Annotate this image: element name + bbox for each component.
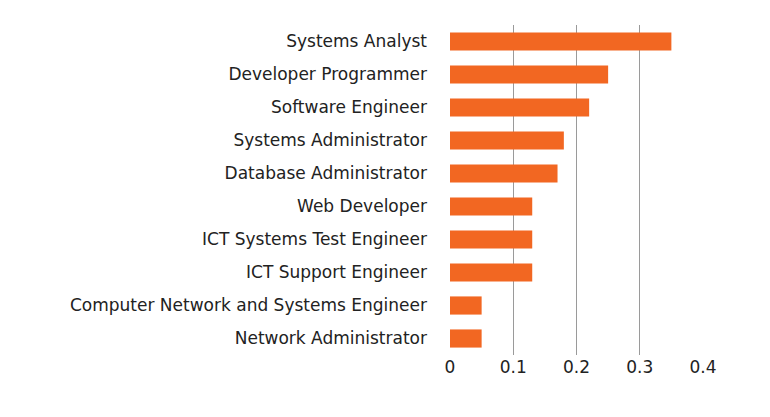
svg-text:Systems Administrator: Systems Administrator [233, 130, 427, 150]
svg-text:Database Administrator: Database Administrator [225, 163, 427, 183]
svg-text:Network Administrator: Network Administrator [235, 328, 427, 348]
svg-text:0.2: 0.2 [563, 357, 590, 377]
svg-text:0.1: 0.1 [500, 357, 527, 377]
svg-text:0.4: 0.4 [689, 357, 716, 377]
svg-text:0.3: 0.3 [626, 357, 653, 377]
svg-text:Developer Programmer: Developer Programmer [228, 64, 427, 84]
svg-text:Software Engineer: Software Engineer [271, 97, 427, 117]
svg-text:ICT Systems Test Engineer: ICT Systems Test Engineer [202, 229, 427, 249]
svg-text:Computer Network and Systems E: Computer Network and Systems Engineer [70, 295, 427, 315]
svg-text:Systems Analyst: Systems Analyst [286, 31, 427, 51]
svg-text:Web Developer: Web Developer [297, 196, 427, 216]
svg-text:0: 0 [445, 357, 456, 377]
svg-text:ICT Support Engineer: ICT Support Engineer [246, 262, 427, 282]
